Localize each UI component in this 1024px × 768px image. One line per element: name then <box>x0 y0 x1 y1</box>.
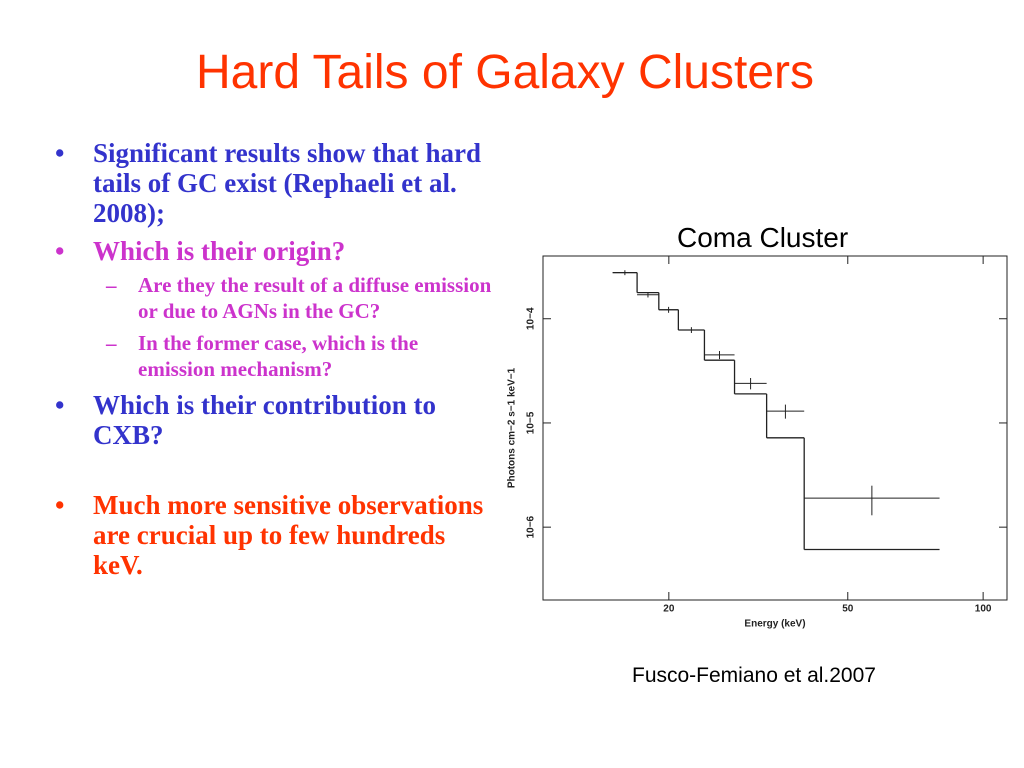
sub-list: Are they the result of a diffuse emissio… <box>93 272 495 382</box>
bullet: Which is their origin? Are they the resul… <box>55 236 495 382</box>
bullet-text: Significant results show that hard tails… <box>93 138 482 228</box>
y-tick-label: 10−6 <box>526 515 537 538</box>
plot-frame <box>542 255 1008 601</box>
slide-title: Hard Tails of Galaxy Clusters <box>196 46 814 99</box>
bullet: Significant results show that hard tails… <box>55 138 495 228</box>
figure-title: Coma Cluster <box>677 222 849 253</box>
sub-bullet: In the former case, which is the emissio… <box>93 330 495 382</box>
x-axis-label: Energy (keV) <box>744 619 805 630</box>
y-tick-label: 10−5 <box>526 411 537 434</box>
sub-bullet: Are they the result of a diffuse emissio… <box>93 272 495 324</box>
bullet: Much more sensitive observations are cru… <box>55 490 495 580</box>
bullet-text: Much more sensitive observations are cru… <box>93 490 484 580</box>
x-tick-label: 100 <box>975 604 992 615</box>
figure-caption: Fusco-Femiano et al.2007 <box>632 664 876 687</box>
y-tick-label: 10−4 <box>526 307 537 330</box>
bullet-text: Which is their origin? <box>93 236 346 266</box>
x-tick-label: 20 <box>663 604 675 615</box>
bullet-text: Which is their contribution to CXB? <box>93 390 437 450</box>
bullet-list: Significant results show that hard tails… <box>55 138 495 588</box>
x-tick-label: 50 <box>842 604 854 615</box>
bullet: Which is their contribution to CXB? <box>55 390 495 450</box>
y-axis-label: Photons cm−2 s−1 keV−1 <box>507 367 518 488</box>
